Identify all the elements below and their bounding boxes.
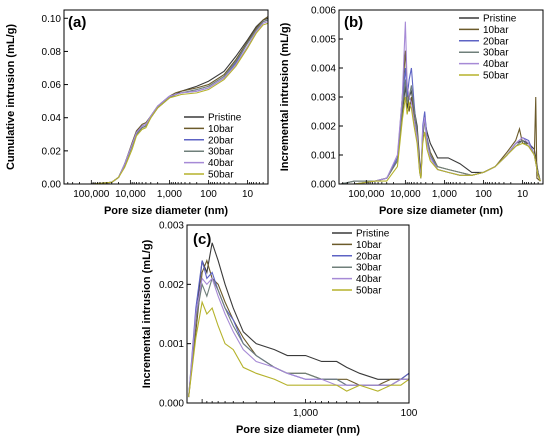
x-tick-label: 10,000 <box>390 189 421 200</box>
legend-label: 20bar <box>356 251 382 262</box>
x-tick-label: 10 <box>517 189 529 200</box>
y-tick-label: 0.006 <box>311 6 336 17</box>
legend-label: Pristine <box>483 14 517 25</box>
series-line-50bar <box>65 22 268 184</box>
y-tick-label: 0.04 <box>42 113 62 124</box>
series-line-pristine <box>65 17 268 184</box>
plot-frame <box>63 9 269 185</box>
y-tick-label: 0.10 <box>42 14 62 25</box>
y-tick-label: 0.02 <box>42 146 62 157</box>
y-tick-label: 0.002 <box>159 280 184 291</box>
x-tick-label: 100 <box>200 189 217 200</box>
x-tick-label: 100 <box>401 408 418 419</box>
legend-label: 50bar <box>483 71 509 82</box>
y-tick-label: 0.000 <box>159 399 184 410</box>
y-tick-label: 0.005 <box>311 35 336 46</box>
series-line-40bar <box>188 277 409 398</box>
plot-frame <box>186 224 410 404</box>
legend-label: 10bar <box>208 124 234 135</box>
series-line-pristine <box>188 242 409 398</box>
y-tick-label: 0.001 <box>311 151 336 162</box>
x-tick-label: 100 <box>475 189 492 200</box>
y-tick-label: 0.000 <box>311 180 336 191</box>
legend-label: 30bar <box>483 48 509 59</box>
series-line-pristine <box>340 85 541 184</box>
y-tick-label: 0.001 <box>159 339 184 350</box>
series-line-30bar <box>340 79 541 184</box>
legend-label: 50bar <box>208 170 234 181</box>
series-line-40bar <box>340 21 541 184</box>
series-line-30bar <box>65 19 268 184</box>
legend-label: 40bar <box>483 59 509 70</box>
y-axis-label: Cumulative intrusion (mL/g) <box>5 24 17 170</box>
series-line-50bar <box>340 96 541 184</box>
legend-label: 50bar <box>356 286 382 297</box>
series-line-20bar <box>65 19 268 184</box>
series-line-40bar <box>65 21 268 184</box>
legend-label: 20bar <box>208 135 234 146</box>
chart-panel: 0.00 0.02 0.04 0.06 0.08 0.10 100,000 10,000 1,0… <box>5 9 269 217</box>
legend-label: 30bar <box>356 263 382 274</box>
y-tick-label: 0.08 <box>42 47 62 58</box>
panel-letter: (b) <box>344 14 363 31</box>
y-tick-label: 0.003 <box>159 221 184 232</box>
panel-letter: (c) <box>193 231 211 248</box>
legend-label: 40bar <box>356 274 382 285</box>
legend-label: 20bar <box>483 36 509 47</box>
x-axis-label: Pore size diameter (nm) <box>236 424 360 436</box>
chart-panel: 0.000 0.001 0.002 0.003 1,000 100 Pore size di… <box>141 221 418 437</box>
x-axis-label: Pore size diameter (nm) <box>104 205 228 217</box>
y-axis-label: Incremental intrusion (mL/g) <box>279 22 291 171</box>
x-tick-label: 100,000 <box>348 189 385 200</box>
legend-label: Pristine <box>208 113 242 124</box>
legend-label: 10bar <box>483 25 509 36</box>
x-tick-label: 1,000 <box>432 189 457 200</box>
chart-panel: 0.000 0.001 0.002 0.003 0.004 0.005 0.006 100,0… <box>279 6 544 217</box>
y-tick-label: 0.002 <box>311 122 336 133</box>
series-line-20bar <box>340 67 541 184</box>
y-axis-label: Incremental intrusion (mL/g) <box>141 239 153 388</box>
x-tick-label: 10,000 <box>115 189 146 200</box>
x-tick-label: 100,000 <box>73 189 110 200</box>
legend-label: 10bar <box>356 240 382 251</box>
y-tick-label: 0.003 <box>311 93 336 104</box>
x-axis-label: Pore size diameter (nm) <box>379 205 503 217</box>
x-tick-label: 1,000 <box>157 189 182 200</box>
y-tick-label: 0.004 <box>311 64 336 75</box>
y-tick-label: 0.00 <box>42 180 62 191</box>
panel-letter: (a) <box>68 14 86 31</box>
series-line-50bar <box>188 300 409 398</box>
legend-label: 40bar <box>208 158 234 169</box>
legend-label: Pristine <box>356 229 390 240</box>
legend-label: 30bar <box>208 147 234 158</box>
y-tick-label: 0.06 <box>42 80 62 91</box>
series-line-10bar <box>340 50 541 184</box>
x-tick-label: 1,000 <box>293 408 318 419</box>
x-tick-label: 10 <box>242 189 254 200</box>
